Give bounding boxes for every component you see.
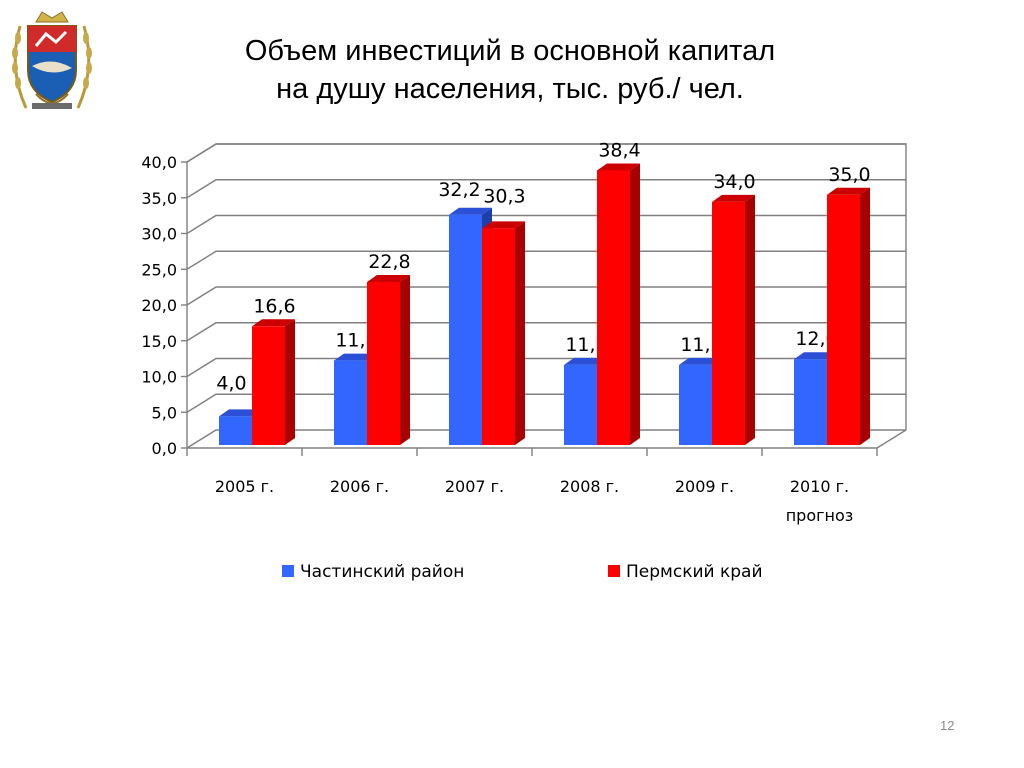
gridline (186, 143, 906, 163)
bar-front (564, 364, 597, 445)
gridline (186, 357, 906, 378)
x-tick-label: 2008 г. (560, 477, 619, 496)
gridline (186, 322, 906, 342)
y-tick-label: 15,0 (141, 332, 177, 351)
bar-top (679, 357, 722, 365)
data-label: 4,0 (216, 372, 246, 394)
y-tick-label: 30,0 (141, 225, 177, 244)
x-tick-label: 2010 г. прогноз (786, 477, 854, 525)
x-tick-label: 2005 г. (215, 477, 274, 496)
bar-front (252, 326, 285, 445)
gridline (186, 286, 906, 306)
bar-top (367, 274, 410, 282)
bar-side (400, 274, 410, 445)
y-tick-label: 25,0 (141, 260, 177, 279)
bar-top (252, 319, 295, 327)
chart-title: Объем инвестиций в основной капитал на д… (160, 32, 860, 108)
bar-top (449, 207, 492, 215)
bar-perm-krai (367, 274, 410, 445)
bar-front (334, 360, 367, 445)
floor-side-edge (876, 429, 907, 449)
bar-front (679, 364, 712, 445)
legend-label-chastinsky: Частинский район (300, 562, 464, 582)
bar-perm-krai (482, 221, 525, 445)
bar-front (712, 201, 745, 445)
bar-front (827, 194, 860, 445)
gridline (186, 429, 906, 449)
chart-title-line1: Объем инвестиций в основной капитал (244, 35, 776, 67)
y-tick-label: 40,0 (141, 153, 177, 172)
gridline (186, 393, 906, 413)
bar-front (597, 170, 630, 445)
y-tick-label: 5,0 (152, 403, 177, 422)
bar-side (745, 194, 755, 445)
data-label: 16,6 (253, 295, 295, 317)
data-label: 34,0 (713, 171, 755, 193)
bar-front (482, 228, 515, 445)
page-number: 12 (940, 718, 955, 733)
bar-side (860, 187, 870, 445)
data-label: 30,3 (483, 185, 525, 207)
gridline (186, 214, 906, 235)
bar-front (794, 359, 827, 445)
y-tick-label: 35,0 (141, 189, 177, 208)
bar-top (219, 409, 262, 417)
bar-top (334, 353, 377, 361)
bar-side (285, 319, 295, 445)
bar-top (564, 357, 607, 365)
x-tick-label: 2006 г. (330, 477, 389, 496)
data-label: 35,0 (828, 164, 870, 186)
legend-swatch-perm (608, 565, 620, 577)
bar-top (597, 163, 640, 171)
legend-swatch-chastinsky (282, 565, 294, 577)
x-tick-label: 2009 г. (675, 477, 734, 496)
data-label: 38,4 (598, 139, 640, 161)
bar-perm-krai (252, 319, 295, 445)
bar-side (515, 221, 525, 445)
bar-top (712, 194, 755, 202)
bar-front (367, 281, 400, 445)
bar-perm-krai (597, 163, 640, 445)
data-label: 32,2 (438, 179, 480, 201)
bar-top (827, 187, 870, 195)
gridline (186, 179, 906, 199)
bar-front (219, 416, 252, 445)
data-label: 22,8 (368, 251, 410, 273)
x-tick-label: 2007 г. (445, 477, 504, 496)
bar-perm-krai (712, 194, 755, 445)
bar-perm-krai (827, 187, 870, 445)
y-tick-label: 0,0 (152, 439, 177, 458)
chart-title-line2: на душу населения, тыс. руб./ чел. (276, 73, 744, 105)
bar-top (482, 221, 525, 229)
bar-front (449, 214, 482, 445)
bar-top (794, 352, 837, 360)
y-tick-label: 20,0 (141, 296, 177, 315)
y-tick-label: 10,0 (141, 368, 177, 387)
bar-side (630, 163, 640, 445)
legend-label-perm: Пермский край (626, 562, 763, 582)
gridline (186, 250, 906, 270)
coat-of-arms-emblem (6, 8, 98, 116)
